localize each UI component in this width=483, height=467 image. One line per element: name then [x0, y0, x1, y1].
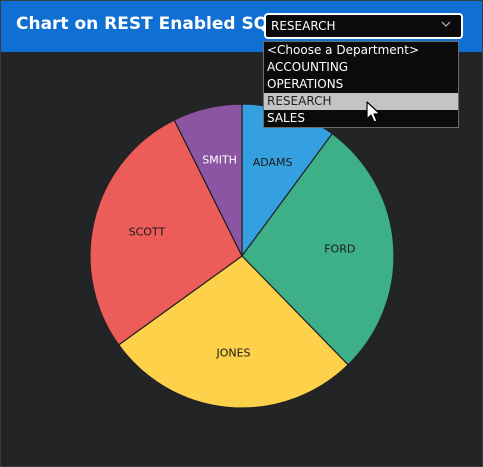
- header-bar: Chart on REST Enabled SQL RESEARCH: [1, 1, 482, 52]
- pie-slice-smith[interactable]: [173, 103, 243, 257]
- dropdown-option-accounting[interactable]: ACCOUNTING: [267, 60, 349, 74]
- pie-label-jones: JONES: [215, 347, 250, 360]
- department-dropdown-list: <Choose a Department> ACCOUNTING OPERATI…: [263, 41, 459, 128]
- pie-label-adams: ADAMS: [253, 156, 293, 169]
- pie-label-scott: SCOTT: [129, 226, 166, 239]
- pie-label-smith: SMITH: [202, 154, 237, 167]
- department-select[interactable]: RESEARCH: [264, 13, 463, 39]
- pie-chart: ADAMS FORD JONES SCOTT SMITH: [89, 103, 395, 409]
- pie-label-ford: FORD: [324, 242, 355, 255]
- page-title: Chart on REST Enabled SQL: [16, 14, 279, 34]
- pie-slice-ford[interactable]: [241, 132, 395, 366]
- dropdown-option-choose[interactable]: <Choose a Department>: [267, 43, 420, 57]
- mouse-cursor-icon: [366, 101, 381, 123]
- pie-slice-jones[interactable]: [117, 255, 349, 409]
- dropdown-option-research[interactable]: RESEARCH: [264, 93, 458, 110]
- pie-slice-scott[interactable]: [89, 119, 243, 346]
- dropdown-option-operations[interactable]: OPERATIONS: [267, 77, 344, 91]
- chevron-down-icon: [441, 21, 451, 27]
- department-select-value: RESEARCH: [271, 19, 336, 33]
- dropdown-option-sales[interactable]: SALES: [267, 111, 305, 125]
